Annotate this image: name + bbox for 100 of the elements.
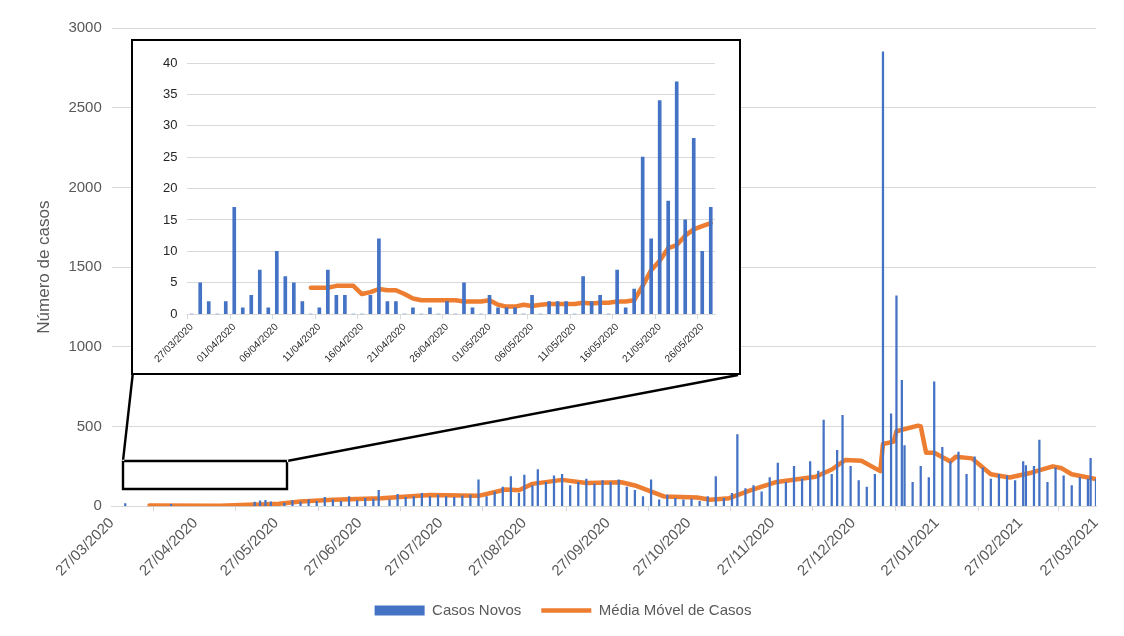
bar xyxy=(513,307,517,314)
bar xyxy=(343,294,347,314)
bar xyxy=(428,307,432,314)
y-tick-label: 2500 xyxy=(68,97,102,115)
bar xyxy=(377,238,381,314)
bar xyxy=(700,251,705,314)
y-tick-label: 5 xyxy=(170,274,178,290)
bar xyxy=(388,499,391,507)
bar xyxy=(658,499,661,507)
bar xyxy=(307,499,310,507)
bar xyxy=(641,496,645,507)
bar xyxy=(428,496,432,507)
y-tick-label: 25 xyxy=(162,148,178,164)
bar xyxy=(609,481,612,507)
bar xyxy=(347,496,351,507)
y-tick-label: 20 xyxy=(162,180,178,196)
y-tick-label: 1500 xyxy=(68,257,102,275)
y-tick-label: 2000 xyxy=(68,177,102,195)
bar xyxy=(581,276,585,314)
bar xyxy=(744,488,747,507)
bar xyxy=(849,466,852,507)
bar xyxy=(300,301,305,314)
bar xyxy=(698,501,701,507)
bar xyxy=(356,500,359,507)
bar xyxy=(339,501,343,507)
bar xyxy=(666,200,671,314)
bar xyxy=(657,100,662,314)
bar xyxy=(249,294,254,314)
bar xyxy=(274,251,279,314)
bar xyxy=(640,156,645,314)
bar xyxy=(223,301,228,314)
bar xyxy=(269,501,272,507)
bar xyxy=(1013,480,1017,507)
bar xyxy=(1038,439,1041,507)
y-tick-label: 30 xyxy=(162,117,178,133)
bar xyxy=(1046,481,1049,507)
bar xyxy=(469,494,472,507)
bar xyxy=(412,496,415,507)
bar xyxy=(615,269,619,314)
bar xyxy=(461,495,464,507)
bar xyxy=(564,301,568,314)
y-axis-title: Número de casos xyxy=(33,200,53,334)
bar xyxy=(593,483,596,507)
y-tick-label: 1000 xyxy=(68,336,102,354)
bar xyxy=(299,501,302,507)
bar xyxy=(714,476,717,507)
y-tick-label: 3000 xyxy=(68,18,102,36)
bar xyxy=(682,499,685,507)
bar xyxy=(264,499,267,507)
y-tick-label: 500 xyxy=(76,416,102,434)
bar xyxy=(240,307,245,314)
bar xyxy=(895,295,898,507)
bar xyxy=(445,301,449,314)
bar xyxy=(411,307,415,314)
bar xyxy=(547,301,551,314)
bar xyxy=(841,415,844,507)
bar xyxy=(683,219,688,314)
bar xyxy=(323,497,326,507)
bar xyxy=(404,497,407,507)
legend-label: Média Móvel de Casos xyxy=(598,600,752,618)
bar xyxy=(326,269,330,314)
bar xyxy=(949,461,952,507)
bar xyxy=(752,485,755,507)
bar xyxy=(706,496,709,507)
bar xyxy=(649,238,654,314)
bar xyxy=(965,473,968,507)
y-tick-label: 0 xyxy=(170,305,178,321)
bar xyxy=(124,503,127,507)
bar xyxy=(674,81,679,314)
bar xyxy=(517,493,521,507)
bar xyxy=(315,501,318,507)
bar xyxy=(453,497,456,507)
bar xyxy=(632,288,636,314)
bar xyxy=(258,500,262,507)
bar xyxy=(283,276,288,314)
bar xyxy=(957,451,960,507)
bar xyxy=(396,493,399,507)
bar xyxy=(198,282,203,314)
bar xyxy=(598,294,602,314)
bar xyxy=(291,282,296,314)
bar xyxy=(331,499,335,507)
bar xyxy=(477,479,480,507)
bar xyxy=(496,307,500,314)
legend-label: Casos Novos xyxy=(432,600,522,618)
bar xyxy=(730,493,734,507)
bar xyxy=(232,207,237,314)
y-tick-label: 10 xyxy=(162,242,178,258)
bar xyxy=(530,294,534,314)
bar xyxy=(445,496,448,507)
bar xyxy=(257,269,262,314)
bar xyxy=(509,476,512,507)
bar xyxy=(1089,458,1092,507)
bar xyxy=(601,480,604,507)
bar xyxy=(531,485,534,507)
y-tick-label: 0 xyxy=(93,496,102,514)
bar xyxy=(690,498,693,507)
bar xyxy=(857,480,860,507)
bar xyxy=(1054,467,1057,507)
bar xyxy=(708,207,713,314)
bar xyxy=(206,301,211,314)
